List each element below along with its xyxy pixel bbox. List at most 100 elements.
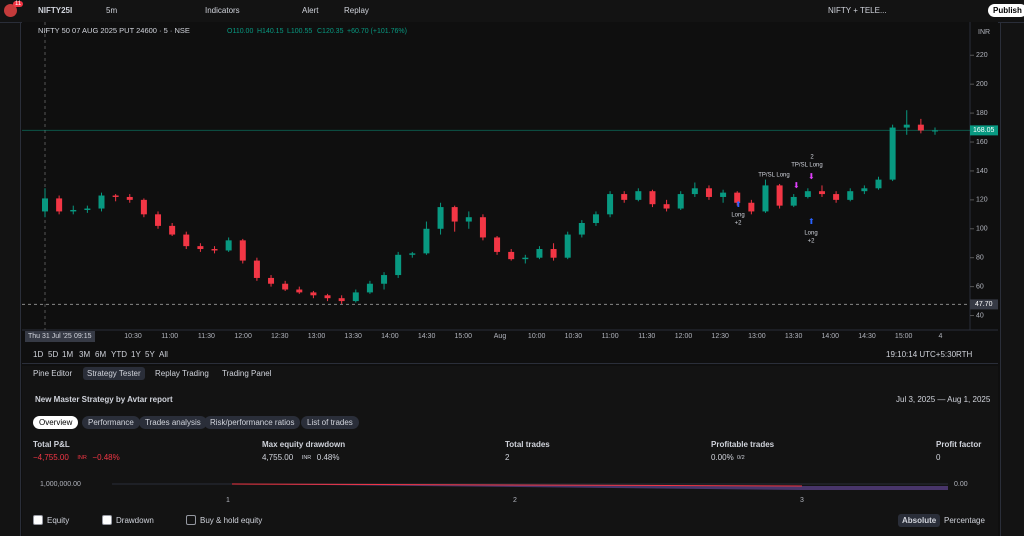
mode[interactable]: Absolute <box>898 514 941 527</box>
checkbox[interactable] <box>33 515 43 525</box>
checkbox[interactable] <box>186 515 196 525</box>
candle-body <box>225 240 232 251</box>
range-button[interactable]: 1Y <box>131 350 141 359</box>
arrow: ⬆ <box>735 200 742 209</box>
candle-body <box>508 251 515 260</box>
toggle-label[interactable]: Drawdown <box>116 516 154 525</box>
range-button[interactable]: All <box>159 350 168 359</box>
session[interactable]: RTH <box>956 350 973 359</box>
y-tick-label: 60 <box>976 283 984 290</box>
candle-body <box>762 185 769 212</box>
arrow: ⬇ <box>808 172 815 181</box>
x-tick-label: 15:00 <box>895 333 913 340</box>
candle-body <box>875 179 882 189</box>
trade-annotation: TP/SL Long <box>758 173 789 179</box>
chart-title: NIFTY 50 07 AUG 2025 PUT 24600 · 5 · NSE <box>38 26 190 35</box>
candle-body <box>169 225 176 235</box>
metric-value: 4,755.00 <box>262 453 294 462</box>
candle-body <box>211 249 218 251</box>
candle-body <box>479 217 486 238</box>
candle-body <box>607 194 614 215</box>
alert[interactable]: Alert <box>302 6 319 15</box>
mode[interactable]: Percentage <box>944 516 985 525</box>
replay[interactable]: Replay <box>344 6 369 15</box>
x-tick-label: 14:30 <box>858 333 876 340</box>
trade-axis: 3 <box>800 497 804 504</box>
currency: INR <box>978 29 990 36</box>
metric-unit: INR <box>77 455 87 461</box>
candle-body <box>268 277 275 284</box>
candle-body <box>155 214 162 226</box>
metric-label: Total trades <box>505 440 550 449</box>
interval[interactable]: 5m <box>106 6 118 15</box>
candle-body <box>126 196 133 200</box>
candle-body <box>536 249 543 258</box>
panel-tab[interactable]: Strategy Tester <box>83 367 145 380</box>
trade-annotation: TP/SL Long <box>791 163 822 169</box>
panel-tab[interactable]: Pine Editor <box>33 369 73 378</box>
panel-tab[interactable]: Trading Panel <box>222 369 272 378</box>
x-tick-label: 13:00 <box>748 333 766 340</box>
x-tick-label: Aug <box>494 333 507 340</box>
metric-label: Profit factor <box>936 440 982 449</box>
range-button[interactable]: 1M <box>62 350 74 359</box>
ohlc-value: +60.70 (+101.76%) <box>347 28 407 35</box>
top-toolbar: 11 NIFTY25I 5m Indicators Alert Replay N… <box>0 0 1024 23</box>
trade-annotation: +2 <box>808 239 816 245</box>
strategy-name[interactable]: New Master Strategy by Avtar report <box>35 395 173 404</box>
panel-tab[interactable]: Replay Trading <box>155 369 209 378</box>
y-tick-label: 120 <box>976 197 988 204</box>
x-tick-label: 14:30 <box>418 333 436 340</box>
candle-body <box>338 298 345 302</box>
range-button[interactable]: 6M <box>95 350 107 359</box>
candle-body <box>621 194 628 200</box>
candle-body <box>494 237 501 252</box>
toggle-label[interactable]: Equity <box>47 516 70 525</box>
chart-bg <box>22 22 998 344</box>
x-tick-label: 11:00 <box>161 333 178 340</box>
candle-body <box>197 246 204 250</box>
crosshair-box <box>25 331 95 342</box>
subtab[interactable]: List of trades <box>301 416 359 429</box>
watchlist[interactable]: NIFTY + TELE... <box>828 6 887 15</box>
candle-body <box>861 188 868 192</box>
candle-body <box>352 292 359 302</box>
range-button[interactable]: YTD <box>111 350 127 359</box>
range-bar <box>22 345 998 364</box>
x-tick-label: 12:00 <box>234 333 252 340</box>
equity-line <box>231 483 803 487</box>
range-button[interactable]: 3M <box>79 350 91 359</box>
symbol[interactable]: NIFTY25I <box>38 6 73 15</box>
ohlc-value: L100.55 <box>287 28 312 35</box>
trade-annotation: Long <box>731 213 744 219</box>
range-button[interactable]: 1D <box>33 350 44 359</box>
y-tick-label: 40 <box>976 312 984 319</box>
toggle-label[interactable]: Buy & hold equity <box>200 516 263 525</box>
candle-body <box>889 127 896 180</box>
metric-value: 0 <box>936 453 941 462</box>
last-price-box <box>970 125 998 136</box>
subtab[interactable]: Risk/performance ratios <box>204 416 301 429</box>
date-range[interactable]: Jul 3, 2025 — Aug 1, 2025 <box>896 395 991 404</box>
subtab[interactable]: Trades analysis <box>139 416 207 429</box>
metric-label: Max equity drawdown <box>262 440 346 449</box>
x-tick-label: 11:30 <box>638 333 655 340</box>
checkbox[interactable] <box>102 515 112 525</box>
candle-body <box>282 283 289 290</box>
subtab[interactable]: Performance <box>82 416 140 429</box>
subtab[interactable]: Overview <box>33 416 79 429</box>
candle-body <box>84 208 91 210</box>
indicators[interactable]: Indicators <box>205 6 240 15</box>
candle-body <box>395 254 402 276</box>
y-tick-label: 160 <box>976 139 988 146</box>
metric-label: Total P&L <box>33 440 70 449</box>
metric-extra: 0/2 <box>737 455 745 461</box>
right-sidebar <box>1000 23 1024 536</box>
range-button[interactable]: 5D <box>48 350 59 359</box>
range-button[interactable]: 5Y <box>145 350 155 359</box>
publish[interactable]: Publish <box>988 4 1024 17</box>
y-tick-label: 220 <box>976 52 988 59</box>
avatar[interactable] <box>4 4 17 17</box>
trade-annotation: +2 <box>735 221 743 227</box>
